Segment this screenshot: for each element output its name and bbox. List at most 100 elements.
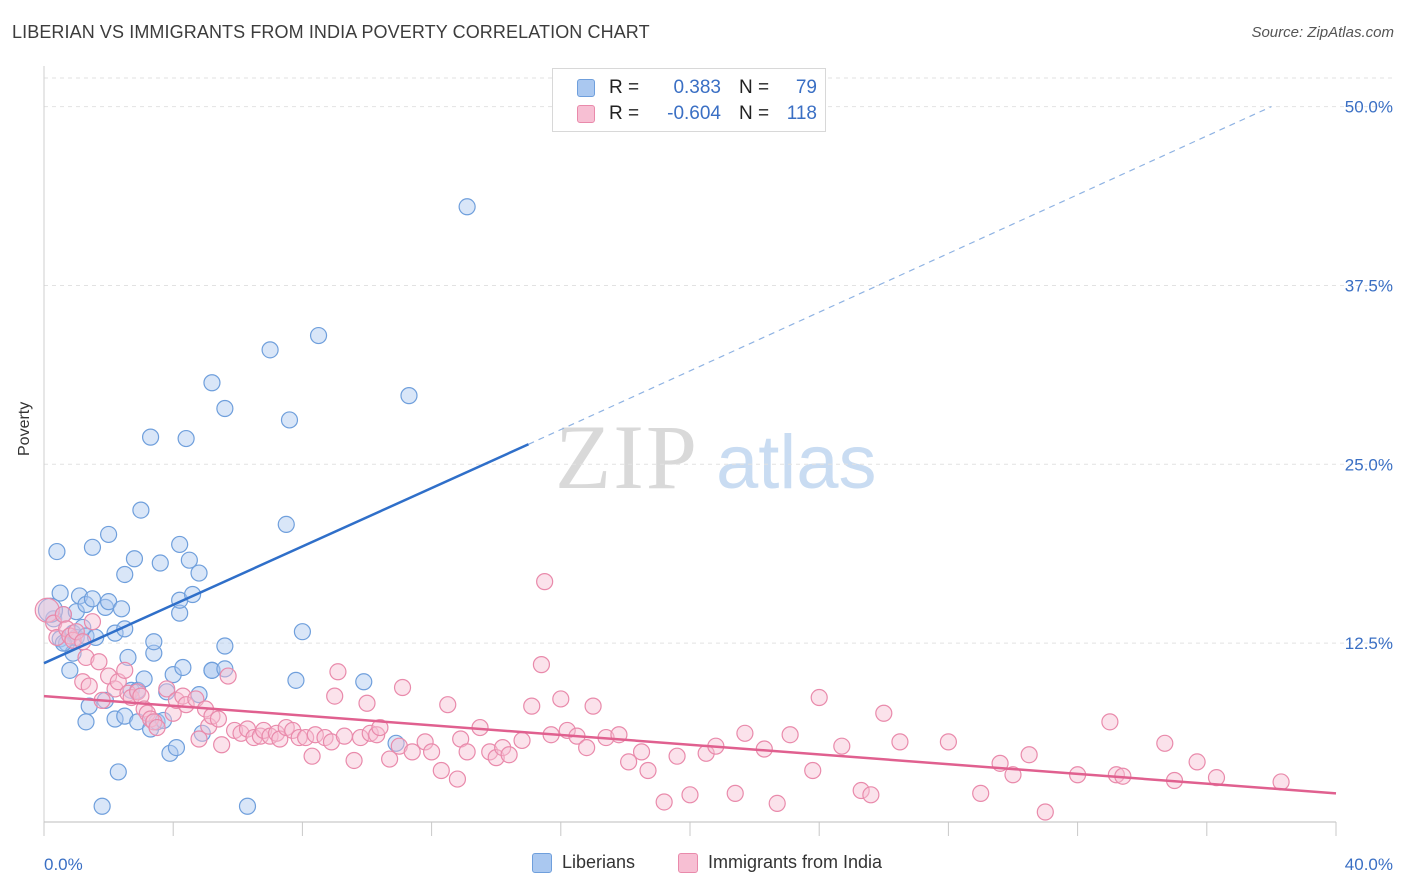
liberian-point: [161, 744, 179, 762]
liberian-point: [171, 535, 189, 554]
y-tick-label: 12.5%: [1345, 634, 1393, 653]
india-point: [552, 690, 570, 708]
india-point: [1188, 753, 1206, 771]
india-point: [303, 747, 321, 765]
legend-swatch-liberians: [577, 79, 595, 97]
india-point: [284, 721, 302, 740]
liberian-point: [106, 710, 124, 728]
india-point: [939, 733, 958, 751]
india-point: [158, 680, 176, 698]
india-point: [361, 724, 379, 742]
india-point: [668, 747, 686, 765]
india-point: [1036, 803, 1054, 821]
y-tick-label: 37.5%: [1345, 276, 1393, 295]
y-axis-label: Poverty: [16, 401, 33, 456]
india-point: [639, 761, 657, 780]
liberian-point: [145, 633, 163, 651]
bottom-swatch-india: [678, 852, 698, 873]
india-point: [326, 687, 344, 705]
liberian-point: [48, 542, 66, 561]
india-point: [209, 710, 228, 728]
liberian-point: [77, 713, 95, 731]
india-point: [351, 728, 370, 747]
legend-n-label: N =: [739, 77, 770, 98]
india-point: [632, 743, 651, 761]
india-point: [536, 573, 554, 591]
liberian-point: [83, 538, 102, 556]
x-tick-label: 0.0%: [44, 855, 83, 874]
india-point: [578, 738, 596, 757]
liberian-point: [109, 763, 127, 781]
india-point: [371, 718, 389, 737]
liberian-point: [70, 587, 89, 605]
india-point: [34, 597, 60, 623]
bottom-legend-label: Liberians: [562, 852, 636, 872]
liberian-point: [171, 604, 189, 622]
india-point: [584, 697, 602, 715]
india-point: [67, 623, 85, 641]
liberian-point: [400, 387, 418, 405]
india-point: [655, 793, 673, 811]
liberian-point: [141, 428, 160, 446]
india-point: [523, 697, 541, 715]
legend-row-india: R = -0.604 N = 118: [577, 103, 817, 125]
y-tick-label: 25.0%: [1345, 455, 1393, 474]
india-point: [494, 738, 512, 757]
liberian-point: [293, 623, 311, 641]
liberian-point: [177, 429, 195, 448]
liberian-point: [45, 610, 63, 628]
liberian-trendline: [43, 443, 530, 665]
india-point: [423, 743, 441, 761]
liberian-point: [287, 671, 305, 689]
india-point: [432, 761, 450, 780]
india-point: [891, 733, 909, 751]
india-point: [810, 688, 828, 707]
india-point: [768, 794, 786, 813]
correlation-legend: R = 0.383 N = 79 R = -0.604 N = 118: [552, 68, 826, 132]
legend-r-value: 0.383: [673, 77, 721, 98]
liberian-point: [216, 637, 234, 655]
india-point: [781, 726, 799, 744]
bottom-legend-india: Immigrants from India: [678, 852, 882, 873]
india-point: [141, 710, 160, 728]
y-tick-label: 50.0%: [1345, 98, 1393, 117]
legend-swatch-india: [577, 105, 595, 123]
watermark-zip: ZIP: [555, 406, 699, 508]
liberian-point: [54, 634, 72, 652]
liberian-point: [77, 595, 95, 614]
india-point: [448, 770, 467, 788]
india-point: [297, 728, 315, 747]
india-point: [487, 749, 505, 767]
india-point: [48, 628, 66, 647]
india-point: [255, 721, 273, 740]
india-point: [116, 661, 134, 679]
liberian-point: [203, 661, 221, 679]
india-point: [403, 743, 421, 761]
liberian-point: [458, 198, 476, 216]
india-point: [481, 743, 499, 761]
liberian-point: [116, 565, 134, 584]
india-point: [219, 667, 237, 685]
india-point: [804, 761, 822, 780]
india-point: [972, 784, 990, 802]
india-point: [513, 731, 531, 750]
india-point: [213, 736, 231, 754]
legend-n-value: 118: [786, 103, 817, 124]
liberian-point: [51, 584, 69, 602]
india-point: [500, 746, 518, 764]
india-point: [190, 730, 208, 748]
liberian-point: [190, 564, 208, 582]
liberian-point: [125, 550, 144, 568]
liberian-point: [119, 648, 137, 667]
india-point: [1004, 766, 1022, 784]
bottom-legend-label: Immigrants from India: [708, 852, 883, 872]
liberian-point: [83, 590, 102, 608]
legend-r-label: R =: [609, 77, 640, 98]
india-point: [177, 696, 195, 714]
chart-source: Source: ZipAtlas.com: [1251, 24, 1394, 41]
india-trendline: [43, 694, 1337, 795]
india-point: [148, 718, 166, 737]
watermark-atlas: atlas: [716, 420, 877, 505]
india-point: [381, 750, 399, 768]
